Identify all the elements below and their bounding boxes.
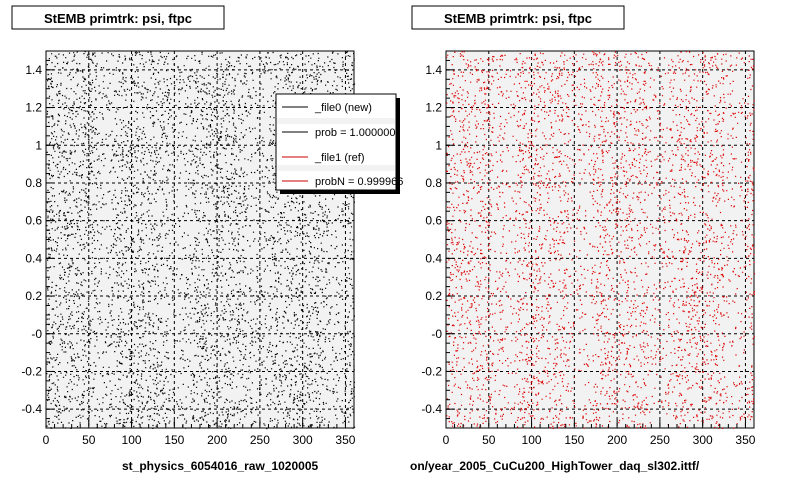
y-tick-label: -0 (31, 327, 42, 341)
y-tick-label: 0.4 (425, 251, 442, 265)
right-plot-panel: StEMB primtrk: psi, ftpc 0 50 100 150 200 250… (410, 5, 756, 473)
legend-row-bg (277, 118, 395, 124)
x-tick-label: 200 (607, 433, 627, 447)
right-grid (446, 51, 754, 428)
legend-row-bg (277, 165, 395, 171)
y-tick-label: -0.4 (421, 402, 442, 416)
x-tick-label: 350 (335, 433, 355, 447)
x-tick-label: 200 (207, 433, 227, 447)
y-tick-label: 1 (35, 138, 42, 152)
y-tick-label: 0.6 (25, 214, 42, 228)
y-tick-label: 1.2 (425, 101, 442, 115)
x-tick-label: 50 (82, 433, 96, 447)
right-axes: 0 50 100 150 200 250 300 350 -0.4 -0.2 -0 0.2 0.4 0.6… (421, 50, 756, 447)
x-tick-label: 350 (735, 433, 755, 447)
y-tick-label: 1.4 (25, 63, 42, 77)
y-tick-label: 1.2 (25, 101, 42, 115)
y-tick-label: -0.4 (21, 402, 42, 416)
right-footer-label: on/year_2005_CuCu200_HighTower_daq_sl302… (410, 459, 700, 473)
y-tick-label: 1 (435, 138, 442, 152)
x-tick-label: 300 (693, 433, 713, 447)
legend-box (275, 93, 397, 191)
y-tick-label: 0.4 (25, 251, 42, 265)
x-tick-label: 50 (482, 433, 496, 447)
y-tick-label: -0 (431, 327, 442, 341)
x-tick-label: 250 (650, 433, 670, 447)
x-tick-label: 0 (43, 433, 50, 447)
y-tick-label: 0.8 (25, 176, 42, 190)
legend-entry-1: prob = 1.000000 (315, 127, 395, 139)
x-tick-label: 0 (443, 433, 450, 447)
x-tick-label: 300 (293, 433, 313, 447)
legend-entry-0: _file0 (new) (314, 102, 372, 114)
data-point (446, 51, 756, 429)
x-tick-label: 250 (250, 433, 270, 447)
legend-entry-2: _file1 (ref) (314, 152, 365, 164)
legend-entry-3: probN = 0.999966 (315, 176, 403, 188)
y-tick-label: 0.2 (425, 289, 442, 303)
left-title-box (11, 5, 225, 30)
right-scatter-points (446, 51, 756, 429)
y-tick-label: -0.2 (21, 364, 42, 378)
y-tick-label: -0.2 (421, 364, 442, 378)
x-tick-label: 150 (564, 433, 584, 447)
y-tick-label: 1.4 (425, 63, 442, 77)
left-title: StEMB primtrk: psi, ftpc (44, 11, 192, 26)
right-title: StEMB primtrk: psi, ftpc (444, 11, 592, 26)
y-tick-label: 0.6 (425, 214, 442, 228)
left-footer-label: st_physics_6054016_raw_1020005 (122, 459, 318, 473)
left-plot-panel: StEMB primtrk: psi, ftpc 0 50 100 150 200 250… (11, 5, 403, 473)
left-axes: 0 50 100 150 200 250 300 350 -0.4 -0.2 -0 0.2 0.4 0.6… (21, 50, 356, 447)
y-tick-label: 0.8 (425, 176, 442, 190)
legend: _file0 (new) prob = 1.000000 _file1 (ref… (275, 93, 403, 194)
right-title-box (411, 5, 625, 30)
x-tick-label: 100 (122, 433, 142, 447)
x-tick-label: 150 (164, 433, 184, 447)
y-tick-label: 0.2 (25, 289, 42, 303)
x-tick-label: 100 (522, 433, 542, 447)
